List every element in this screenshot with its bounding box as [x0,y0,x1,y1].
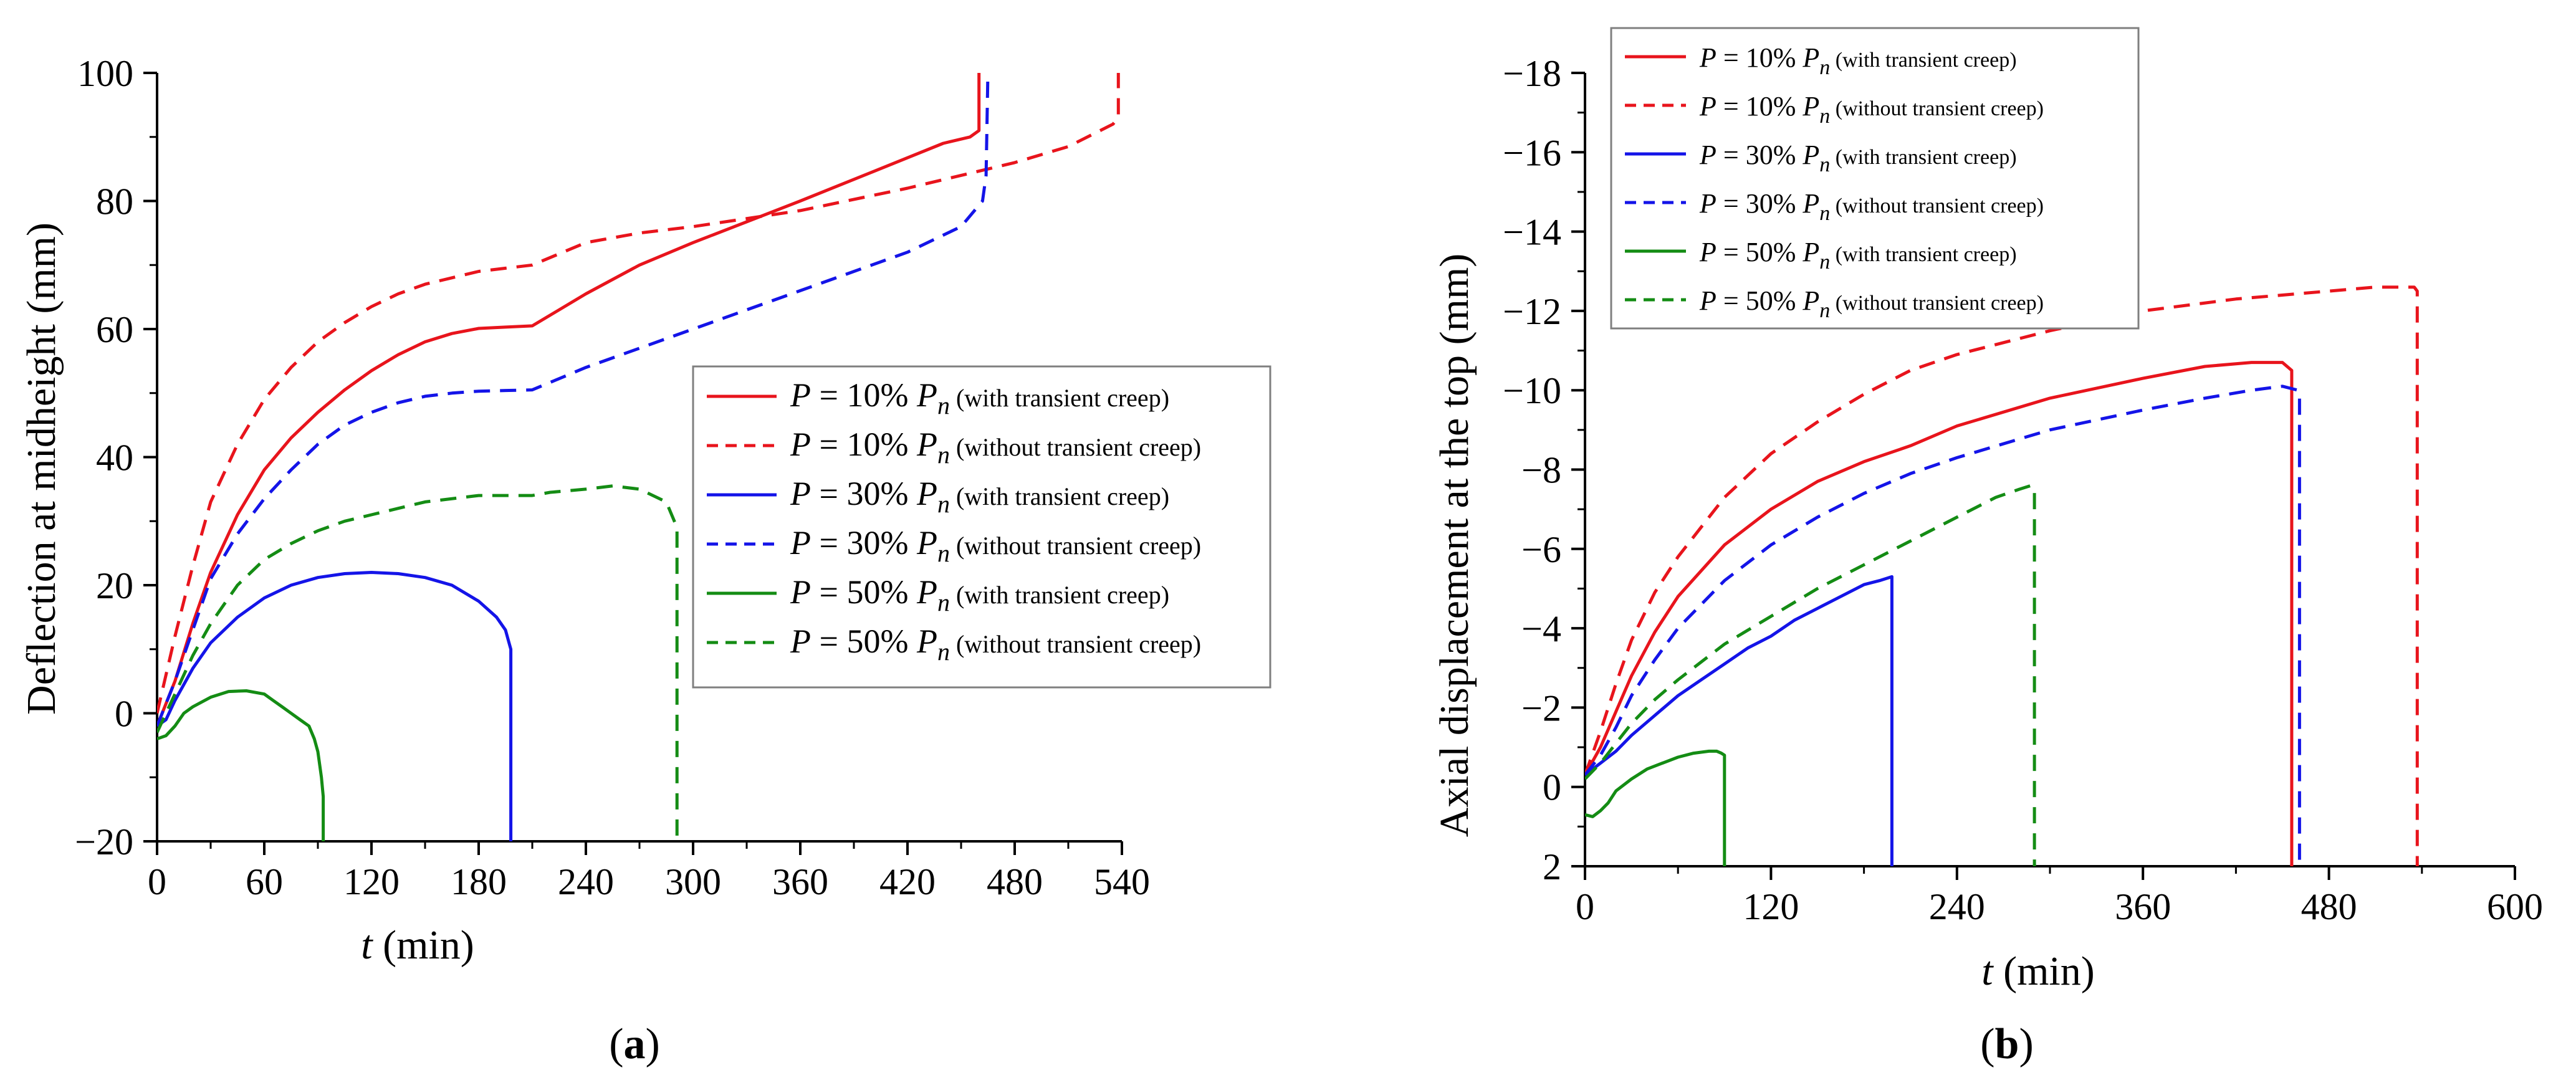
x-tick-label: 240 [1929,886,1985,927]
legend-label-5: P = 50% Pn (with transient creep) [1699,237,2017,274]
chart-b-panel-label: (b) [1980,1020,2034,1068]
x-tick-label: 180 [451,861,507,902]
series-line-1 [157,73,981,727]
y-tick-label: −18 [1503,53,1561,94]
y-tick-label: 20 [96,565,133,606]
series-line-2 [157,73,1120,714]
y-tick-label: −20 [75,821,133,863]
chart-a-ylabel: Deflection at midheight (mm) [19,222,64,715]
y-tick-label: 2 [1543,846,1561,887]
chart-b-xlabel: t (min) [1981,949,2094,994]
x-tick-label: 0 [1576,886,1594,927]
y-tick-label: 100 [77,53,133,94]
x-tick-label: 480 [2301,886,2357,927]
legend: P = 10% Pn (with transient creep) P = 10%… [1610,27,2140,330]
series-line-5 [1585,749,1726,866]
series-line-3 [157,571,513,841]
x-tick-label: 360 [2115,886,2171,927]
series-line-3 [1585,575,1894,866]
y-tick-label: −14 [1503,212,1561,253]
y-tick-label: −8 [1521,450,1561,491]
y-tick-label: −16 [1503,132,1561,173]
legend-label-6: P = 50% Pn (without transient creep) [790,623,1201,666]
series-group [1585,285,2419,866]
y-tick-label: 0 [1543,767,1561,808]
x-tick-label: 600 [2487,886,2543,927]
chart-b-ylabel: Axial displacement at the top (mm) [1432,254,1477,838]
chart-b: Axial displacement at the top (mm) t (mi… [1432,27,2543,1068]
x-tick-label: 360 [772,861,828,902]
y-tick-label: 60 [96,309,133,350]
legend-label-6: P = 50% Pn (without transient creep) [1699,285,2044,322]
legend-label-5: P = 50% Pn (with transient creep) [790,573,1169,616]
legend-label-3: P = 30% Pn (with transient creep) [1699,140,2017,176]
x-tick-label: 240 [558,861,614,902]
series-line-5 [157,689,325,841]
series-line-1 [1585,361,2294,866]
y-tick-label: −4 [1521,608,1561,649]
chart-a-panel-label: (a) [609,1020,660,1068]
x-tick-label: 540 [1094,861,1150,902]
chart-a: Deflection at midheight (mm) t (min) (a)… [19,53,1271,1068]
legend-box [692,365,1271,689]
series-line-4 [1585,385,2301,866]
series-line-2 [1585,285,2419,866]
y-tick-label: 0 [115,694,133,735]
y-tick-label: −10 [1503,370,1561,411]
x-tick-label: 420 [879,861,936,902]
legend-label-2: P = 10% Pn (without transient creep) [790,426,1201,469]
series-line-6 [157,484,679,841]
legend-label-3: P = 30% Pn (with transient creep) [790,475,1169,518]
legend-label-4: P = 30% Pn (without transient creep) [790,524,1201,567]
x-tick-label: 120 [343,861,400,902]
y-tick-label: −12 [1503,291,1561,332]
y-tick-label: 80 [96,181,133,222]
legend-label-1: P = 10% Pn (with transient creep) [790,376,1169,419]
y-tick-label: −6 [1521,529,1561,570]
x-tick-label: 0 [148,861,166,902]
legend-box [1610,27,2140,330]
legend-label-4: P = 30% Pn (without transient creep) [1699,188,2044,225]
chart-a-xlabel: t (min) [361,922,474,968]
series-line-4 [157,73,990,727]
series-group [157,73,1120,841]
series-line-6 [1585,484,2036,866]
legend-label-2: P = 10% Pn (without transient creep) [1699,91,2044,128]
x-tick-label: 60 [246,861,283,902]
x-tick-label: 120 [1743,886,1799,927]
x-tick-label: 480 [987,861,1043,902]
y-tick-label: 40 [96,437,133,479]
y-tick-label: −2 [1521,687,1561,729]
legend-label-1: P = 10% Pn (with transient creep) [1699,42,2017,79]
x-tick-label: 300 [665,861,721,902]
legend: P = 10% Pn (with transient creep) P = 10%… [692,365,1271,689]
